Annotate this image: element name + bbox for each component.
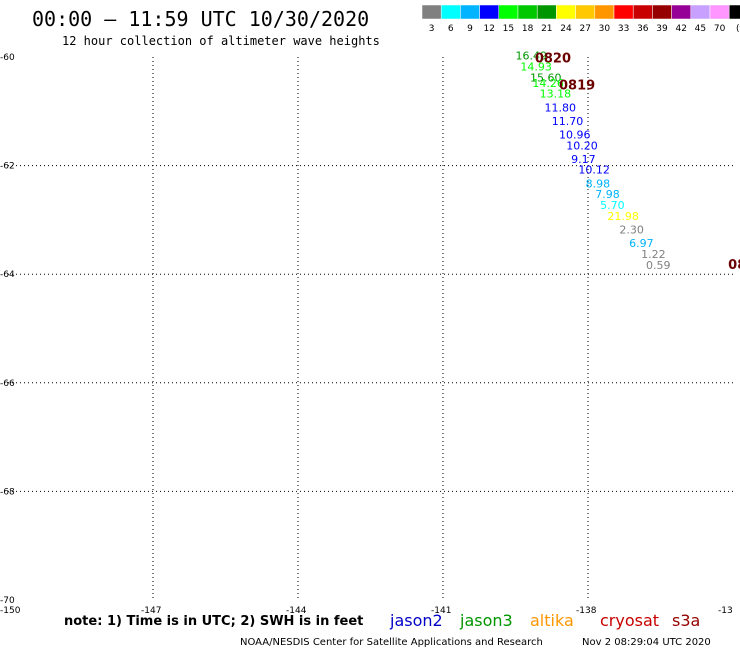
pass-labels: 0820 0819 0818 [535, 51, 740, 272]
plot-grid [8, 57, 733, 600]
color-swatch [728, 4, 740, 20]
color-swatch [632, 4, 653, 20]
pass-number-label: 0818 [728, 258, 740, 273]
y-tick-label: -64 [0, 270, 15, 280]
footer-credit: NOAA/NESDIS Center for Satellite Applica… [240, 637, 543, 648]
footer-note: note: 1) Time is in UTC; 2) SWH is in fe… [64, 614, 363, 629]
color-scale-label: 3 [429, 24, 435, 34]
wave-height-value: 6.97 [629, 237, 654, 250]
wave-height-value: 13.18 [540, 88, 572, 101]
x-tick-label: -150 [0, 606, 21, 616]
color-scale-label: (ft) [736, 24, 740, 34]
color-scale-label: 9 [467, 24, 473, 34]
x-tick-label: -147 [141, 606, 161, 616]
color-scale-label: 18 [522, 24, 534, 34]
satellite-legend-jason2: jason2 [389, 611, 443, 630]
color-swatch [440, 4, 461, 20]
color-scale-label: 39 [656, 24, 668, 34]
color-swatch [613, 4, 634, 20]
y-tick-label: -70 [0, 596, 15, 606]
footer-timestamp: Nov 2 08:29:04 UTC 2020 [582, 637, 711, 648]
wave-height-value: 10.12 [578, 164, 610, 177]
x-axis-ticks: -150 -147 -144 -141 -138 -13 [0, 606, 733, 616]
color-swatch [536, 4, 557, 20]
color-scale-label: 12 [483, 24, 494, 34]
color-swatch [594, 4, 615, 20]
color-swatch [690, 4, 711, 20]
y-axis-ticks: -60 -62 -64 -66 -68 -70 [0, 53, 15, 606]
wave-height-value: 15.60 [530, 71, 562, 84]
y-tick-label: -62 [0, 162, 15, 172]
x-tick-label: -13 [718, 606, 733, 616]
color-swatch [709, 4, 730, 20]
color-swatch [421, 4, 442, 20]
wave-height-value: 2.30 [619, 223, 644, 236]
wave-height-value: 10.20 [566, 139, 598, 152]
color-swatch [460, 4, 480, 20]
y-tick-label: -68 [0, 487, 15, 497]
wave-height-value: 8.98 [586, 177, 611, 190]
wave-height-value: 1.22 [641, 248, 666, 261]
wave-height-value: 0.59 [646, 259, 671, 272]
y-tick-label: -66 [0, 379, 15, 389]
color-swatch [517, 4, 538, 20]
color-swatch [671, 4, 692, 20]
wave-height-points: 16.4914.9315.6014.2613.1811.8011.7010.96… [516, 50, 671, 272]
wave-height-value: 14.93 [520, 61, 552, 74]
wave-height-value: 9.17 [571, 153, 596, 166]
color-swatch [652, 4, 672, 20]
color-scale-label: 70 [714, 24, 726, 34]
wave-height-value: 11.80 [545, 101, 577, 114]
x-tick-label: -141 [431, 606, 451, 616]
y-tick-label: -60 [0, 53, 15, 63]
color-swatch [498, 4, 519, 20]
wave-height-value: 10.96 [559, 128, 591, 141]
pass-number-label: 0820 [535, 51, 571, 66]
satellite-legend-cryosat: cryosat [600, 611, 659, 630]
satellite-legend: jason2 jason3 altika cryosat s3a [389, 611, 700, 630]
color-scale-label: 36 [637, 24, 649, 34]
satellite-legend-jason3: jason3 [459, 611, 513, 630]
wave-height-value: 5.70 [600, 199, 625, 212]
satellite-legend-s3a: s3a [672, 611, 700, 630]
wave-height-value: 11.70 [552, 115, 584, 128]
color-swatch [479, 4, 500, 20]
satellite-legend-altika: altika [530, 611, 574, 630]
chart-subtitle: 12 hour collection of altimeter wave hei… [62, 34, 380, 48]
wave-height-value: 14.26 [532, 77, 564, 90]
color-scale-label: 33 [618, 24, 629, 34]
color-swatch [556, 4, 576, 20]
color-scale-label: 6 [448, 24, 454, 34]
pass-number-label: 0819 [559, 79, 595, 94]
wave-height-value: 16.49 [516, 50, 548, 63]
color-scale-label: 15 [503, 24, 514, 34]
color-scale-label: 27 [579, 24, 590, 34]
color-scale-label: 30 [599, 24, 611, 34]
wave-height-value: 21.98 [607, 210, 639, 223]
wave-height-value: 7.98 [595, 188, 620, 201]
chart-title: 00:00 – 11:59 UTC 10/30/2020 [32, 7, 369, 31]
color-scale-label: 42 [675, 24, 686, 34]
color-scale-label: 45 [695, 24, 706, 34]
color-scale-label: 21 [541, 24, 552, 34]
color-swatch [575, 4, 596, 20]
x-tick-label: -144 [286, 606, 307, 616]
color-scale-label: 24 [560, 24, 572, 34]
x-tick-label: -138 [576, 606, 597, 616]
